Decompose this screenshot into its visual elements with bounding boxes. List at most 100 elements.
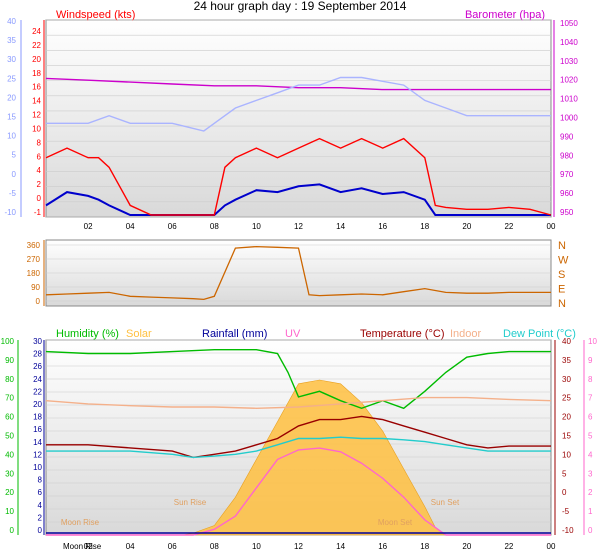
tick-label: 30 (33, 337, 42, 346)
tick-label: 4 (38, 501, 43, 510)
tick-label: 02 (84, 222, 93, 231)
tick-label: 24 (32, 27, 41, 36)
tick-label: 270 (27, 255, 41, 264)
legend-entry: Dew Point (°C) (503, 328, 576, 340)
tick-label: 0 (562, 488, 567, 497)
panel-1-left-outer-ticks: 40 35 30 25 20 15 10 5 0 -5 -10 (4, 17, 22, 217)
tick-label: 5 (12, 151, 17, 160)
tick-label: 960 (560, 189, 574, 198)
tick-label: 28 (33, 350, 42, 359)
panel-3-annotations: Moon Rise Sun Rise Sun Set Moon Set (61, 498, 460, 527)
tick-label: 10 (252, 542, 261, 551)
direction-label: N (558, 298, 566, 310)
tick-label: 2 (37, 180, 42, 189)
tick-label: 10 (32, 124, 41, 133)
legend-entry: Solar (126, 328, 152, 340)
tick-label: 6 (37, 152, 42, 161)
tick-label: 70 (5, 394, 14, 403)
tick-label: 980 (560, 151, 574, 160)
tick-label: 2 (38, 513, 43, 522)
tick-label: -10 (4, 208, 16, 217)
tick-label: 8 (37, 138, 42, 147)
tick-label: 1050 (560, 19, 578, 28)
tick-label: 12 (294, 542, 303, 551)
legend-entry: Indoor (450, 328, 482, 340)
tick-label: 22 (33, 387, 42, 396)
tick-label: 18 (420, 542, 429, 551)
panel-2-left-ticks: 360 270 180 90 0 (27, 240, 45, 306)
tick-label: 80 (5, 375, 14, 384)
panel-1-x-ticks: 02 04 06 08 10 12 14 16 18 20 22 00 (84, 222, 556, 231)
tick-label: 16 (32, 83, 41, 92)
tick-label: 20 (7, 93, 16, 102)
average-wind-line (45, 183, 551, 216)
tick-label: 2 (588, 488, 593, 497)
tick-label: 40 (5, 450, 14, 459)
panel-1-right-ticks: 1050 1040 1030 1020 1010 1000 990 980 970 960 950 (553, 19, 578, 217)
tick-label: 02 (84, 542, 93, 551)
wind-direction-avg-line (46, 76, 551, 132)
tick-label: 0 (588, 526, 593, 535)
tick-label: 24 (33, 375, 42, 384)
tick-label: 20 (33, 400, 42, 409)
direction-label: W (558, 255, 569, 267)
barometer-line (45, 77, 551, 91)
tick-label: 6 (38, 488, 43, 497)
tick-label: 30 (5, 469, 14, 478)
tick-label: -1 (34, 208, 42, 217)
legend-entry: Rainfall (mm) (202, 328, 267, 340)
tick-label: 16 (33, 425, 42, 434)
tick-label: 100 (1, 337, 15, 346)
windspeed-label: Windspeed (kts) (56, 9, 135, 21)
indoor-temperature-line (45, 396, 552, 410)
tick-label: 22 (504, 222, 513, 231)
tick-label: 06 (168, 222, 177, 231)
annotation-label: Sun Set (431, 498, 460, 507)
tick-label: 04 (126, 222, 135, 231)
annotation-label: Moon Rise (61, 518, 100, 527)
uv-line (46, 447, 551, 536)
tick-label: 00 (547, 222, 556, 231)
panel-1-plot-area (45, 19, 552, 218)
tick-label: 22 (504, 542, 513, 551)
tick-label: 10 (5, 507, 14, 516)
tick-label: 14 (336, 222, 345, 231)
tick-label: 0 (36, 297, 41, 306)
tick-label: 1 (588, 507, 593, 516)
tick-label: -10 (562, 526, 574, 535)
legend-entry: Humidity (%) (56, 328, 119, 340)
tick-label: 12 (33, 450, 42, 459)
tick-label: 5 (562, 469, 567, 478)
barometer-label: Barometer (hpa) (465, 9, 545, 21)
wind-direction-line (45, 245, 551, 301)
tick-label: 10 (562, 450, 571, 459)
tick-label: 20 (462, 222, 471, 231)
tick-label: 360 (27, 241, 41, 250)
tick-label: 12 (294, 222, 303, 231)
tick-label: 00 (547, 542, 556, 551)
panel-2-grid (46, 244, 551, 302)
tick-label: 0 (12, 170, 17, 179)
direction-label: N (558, 240, 566, 252)
tick-label: 10 (33, 463, 42, 472)
tick-label: 40 (562, 337, 571, 346)
tick-label: 0 (38, 526, 43, 535)
panel-3-axis-ticks: 1009080706050403020100302826242220181614… (1, 337, 597, 535)
tick-label: 1020 (560, 76, 578, 85)
tick-label: 3 (588, 469, 593, 478)
tick-label: 25 (562, 394, 571, 403)
tick-label: 12 (32, 111, 41, 120)
tick-label: 0 (10, 526, 15, 535)
legend-entry: UV (285, 328, 301, 340)
tick-label: 06 (168, 542, 177, 551)
tick-label: 7 (588, 394, 593, 403)
tick-label: 90 (5, 356, 14, 365)
tick-label: 16 (378, 542, 387, 551)
tick-label: 14 (33, 438, 42, 447)
tick-label: 18 (420, 222, 429, 231)
tick-label: 15 (562, 432, 571, 441)
tick-label: 6 (588, 413, 593, 422)
tick-label: 14 (32, 97, 41, 106)
